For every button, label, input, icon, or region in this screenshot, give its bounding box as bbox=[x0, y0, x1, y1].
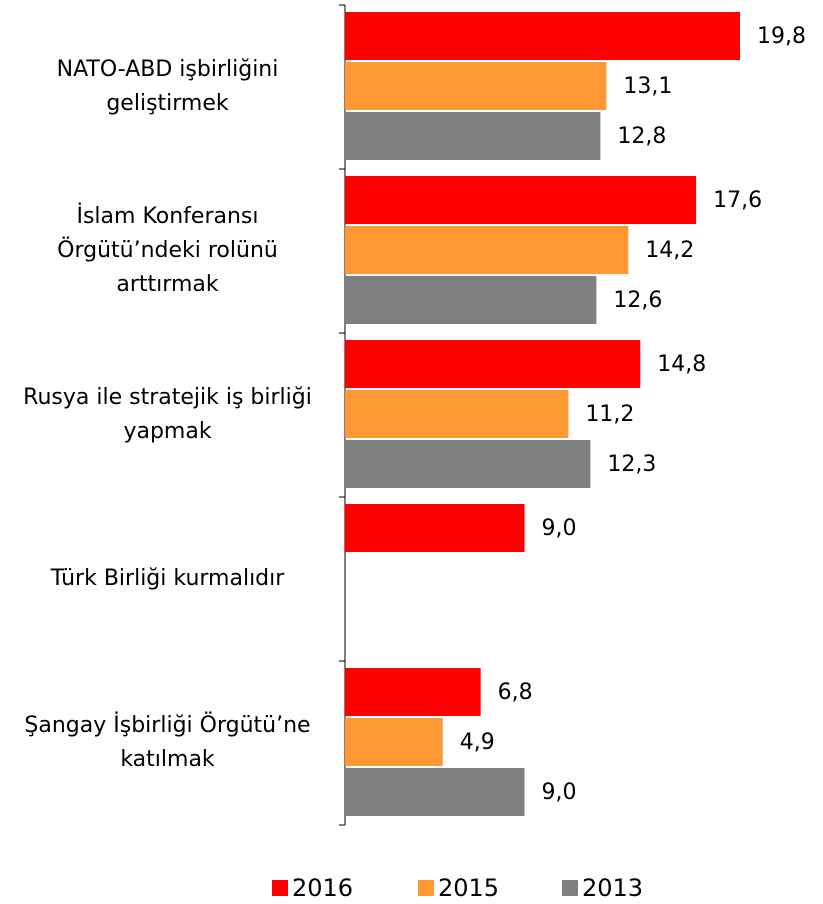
legend-label: 2015 bbox=[438, 874, 499, 902]
value-label: 11,2 bbox=[585, 402, 634, 427]
value-label: 12,3 bbox=[607, 452, 656, 477]
bar bbox=[345, 440, 591, 488]
bar bbox=[345, 276, 597, 324]
value-label: 4,9 bbox=[460, 730, 495, 755]
value-label: 17,6 bbox=[713, 188, 762, 213]
value-label: 9,0 bbox=[542, 780, 577, 805]
bar bbox=[345, 390, 569, 438]
bar bbox=[345, 226, 629, 274]
bar bbox=[345, 112, 601, 160]
value-label: 6,8 bbox=[498, 680, 533, 705]
category-label: Türk Birliği kurmalıdır bbox=[50, 566, 285, 591]
bar bbox=[345, 62, 607, 110]
value-label: 14,8 bbox=[657, 352, 706, 377]
category-label: NATO-ABD işbirliğini geliştirmek bbox=[56, 57, 279, 116]
bar bbox=[345, 12, 741, 60]
legend-swatch bbox=[272, 880, 288, 896]
category-label: İslam Konferansı Örgütü’ndeki rolünü art… bbox=[57, 204, 278, 297]
legend-swatch bbox=[562, 880, 578, 896]
category-label: Şangay İşbirliği Örgütü’ne katılmak bbox=[24, 713, 311, 772]
bar bbox=[345, 176, 697, 224]
value-label: 12,8 bbox=[617, 124, 666, 149]
category-label: Rusya ile stratejik iş birliği yapmak bbox=[23, 385, 312, 444]
bar bbox=[345, 768, 525, 816]
legend-swatch bbox=[418, 880, 434, 896]
value-label: 14,2 bbox=[645, 238, 694, 263]
value-label: 9,0 bbox=[542, 516, 577, 541]
value-label: 13,1 bbox=[623, 74, 672, 99]
bar bbox=[345, 340, 641, 388]
legend-label: 2016 bbox=[292, 874, 353, 902]
bar bbox=[345, 504, 525, 552]
legend-label: 2013 bbox=[582, 874, 643, 902]
value-label: 12,6 bbox=[613, 288, 662, 313]
bar bbox=[345, 718, 443, 766]
bar bbox=[345, 668, 481, 716]
value-label: 19,8 bbox=[757, 24, 806, 49]
